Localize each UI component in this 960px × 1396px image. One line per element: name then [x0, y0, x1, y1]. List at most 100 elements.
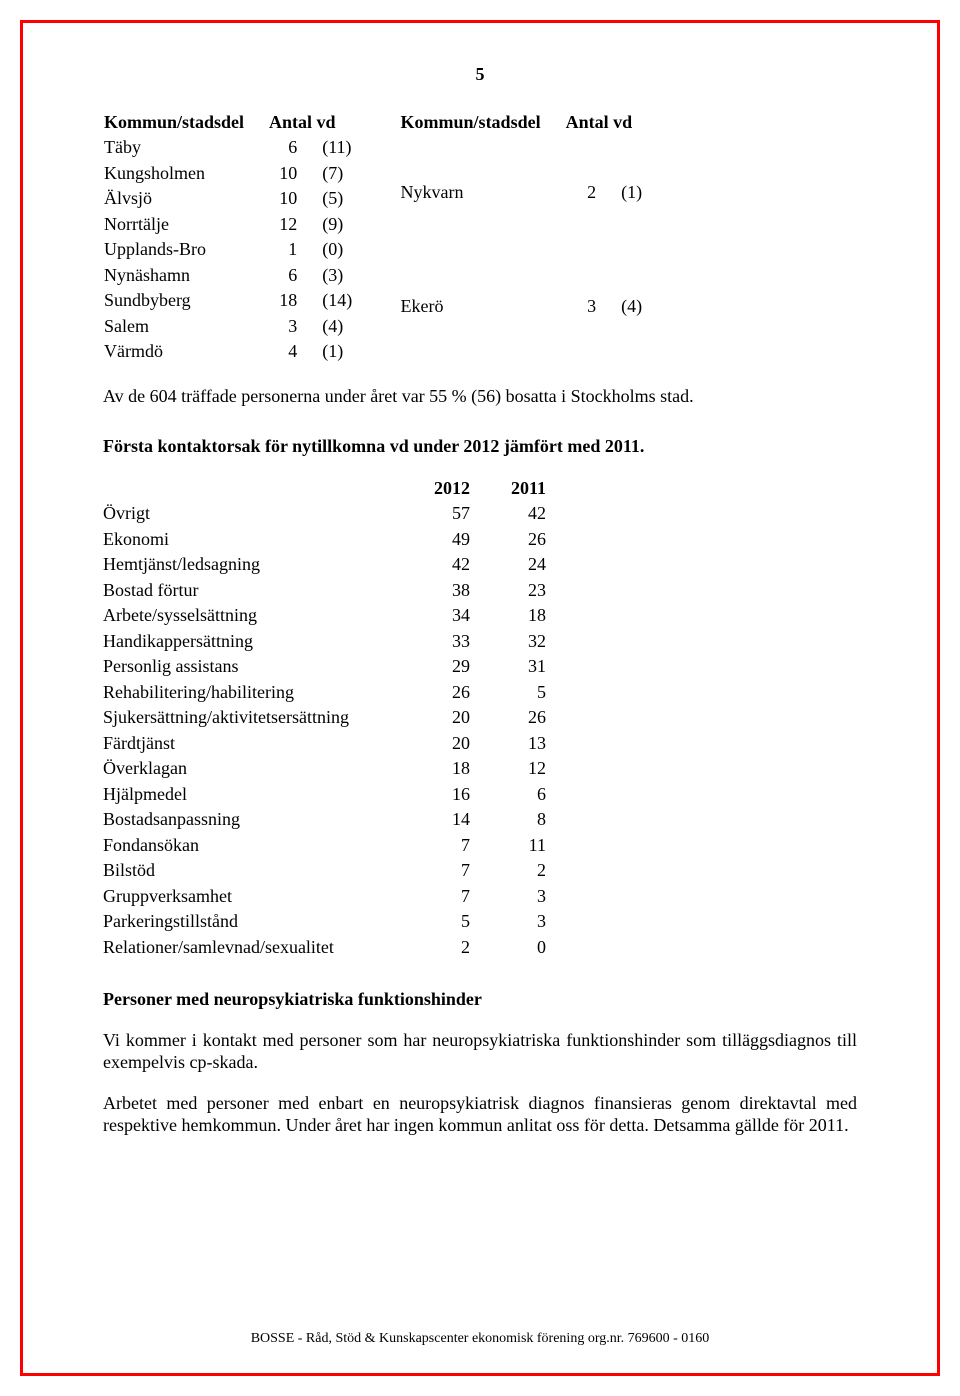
kommun-right-header-num: Antal vd: [565, 110, 657, 136]
stats-2012: 34: [394, 603, 471, 629]
kommun-count: 10: [268, 161, 321, 187]
stats-2012: 42: [394, 552, 471, 578]
kommun-paren: (1): [321, 339, 359, 365]
table-row: Sjukersättning/aktivitetsersättning2026: [103, 705, 547, 731]
kommun-left-header-name: Kommun/stadsdel: [103, 110, 268, 136]
stats-2011: 0: [471, 935, 547, 961]
kommun-paren: (9): [321, 212, 359, 238]
table-row: Färdtjänst2013: [103, 731, 547, 757]
stats-label: Gruppverksamhet: [103, 884, 394, 910]
table-row: Salem3(4): [103, 314, 360, 340]
stats-header-2011: 2011: [471, 476, 547, 502]
page-number: 5: [103, 63, 857, 86]
footer: BOSSE - Råd, Stöd & Kunskapscenter ekono…: [23, 1330, 937, 1348]
stats-2012: 57: [394, 501, 471, 527]
table-row: Täby6(11): [103, 135, 360, 161]
table-row: Ekonomi4926: [103, 527, 547, 553]
stats-label: Handikappersättning: [103, 629, 394, 655]
kommun-name: Upplands-Bro: [103, 237, 268, 263]
stats-2012: 26: [394, 680, 471, 706]
page: 5 Kommun/stadsdel Antal vd Täby6(11)Kung…: [0, 0, 960, 1396]
table-row: Hjälpmedel166: [103, 782, 547, 808]
kommun-paren: (0): [321, 237, 359, 263]
table-row: Ekerö3(4): [400, 250, 657, 365]
table-row: Värmdö4(1): [103, 339, 360, 365]
table-row: Arbete/sysselsättning3418: [103, 603, 547, 629]
kommun-right-header-name: Kommun/stadsdel: [400, 110, 565, 136]
stats-label: Parkeringstillstånd: [103, 909, 394, 935]
stats-label: Arbete/sysselsättning: [103, 603, 394, 629]
stats-2012: 7: [394, 833, 471, 859]
kommun-count: 3: [565, 250, 621, 365]
stats-2012: 16: [394, 782, 471, 808]
stats-2011: 13: [471, 731, 547, 757]
kommun-count: 18: [268, 288, 321, 314]
kommun-left-header-num: Antal vd: [268, 110, 360, 136]
stats-label: Fondansökan: [103, 833, 394, 859]
stats-header-2012: 2012: [394, 476, 471, 502]
table-row: Hemtjänst/ledsagning4224: [103, 552, 547, 578]
stats-2011: 2: [471, 858, 547, 884]
table-row: Personlig assistans2931: [103, 654, 547, 680]
kommun-name: Norrtälje: [103, 212, 268, 238]
stats-2011: 5: [471, 680, 547, 706]
table-row: Bilstöd72: [103, 858, 547, 884]
kommun-table-left: Kommun/stadsdel Antal vd Täby6(11)Kungsh…: [103, 110, 360, 365]
kommun-name: Täby: [103, 135, 268, 161]
kommun-paren: (5): [321, 186, 359, 212]
stats-2012: 49: [394, 527, 471, 553]
kommun-name: Nynäshamn: [103, 263, 268, 289]
table-row: Övrigt5742: [103, 501, 547, 527]
stats-2011: 42: [471, 501, 547, 527]
stats-2012: 33: [394, 629, 471, 655]
kommun-paren: (7): [321, 161, 359, 187]
kommun-name: Kungsholmen: [103, 161, 268, 187]
stats-label: Bilstöd: [103, 858, 394, 884]
stats-2012: 20: [394, 705, 471, 731]
stats-label: Bostadsanpassning: [103, 807, 394, 833]
table-row: Nynäshamn6(3): [103, 263, 360, 289]
kommun-paren: (4): [620, 250, 656, 365]
stats-label: Hjälpmedel: [103, 782, 394, 808]
kommun-paren: (14): [321, 288, 359, 314]
stats-label: Överklagan: [103, 756, 394, 782]
kommun-tables: Kommun/stadsdel Antal vd Täby6(11)Kungsh…: [103, 110, 857, 365]
table-row: Upplands-Bro1(0): [103, 237, 360, 263]
table-row: Fondansökan711: [103, 833, 547, 859]
stats-header-blank: [103, 476, 394, 502]
stats-table: 2012 2011 Övrigt5742Ekonomi4926Hemtjänst…: [103, 476, 547, 961]
kommun-paren: (11): [321, 135, 359, 161]
stats-label: Sjukersättning/aktivitetsersättning: [103, 705, 394, 731]
stats-2012: 18: [394, 756, 471, 782]
kommun-name: Nykvarn: [400, 135, 565, 250]
kommun-paren: (3): [321, 263, 359, 289]
stats-2011: 26: [471, 705, 547, 731]
table-row: Överklagan1812: [103, 756, 547, 782]
stats-2012: 29: [394, 654, 471, 680]
stats-label: Bostad förtur: [103, 578, 394, 604]
table-row: Bostadsanpassning148: [103, 807, 547, 833]
stats-2011: 11: [471, 833, 547, 859]
stats-2012: 14: [394, 807, 471, 833]
stats-2012: 7: [394, 884, 471, 910]
stats-2012: 5: [394, 909, 471, 935]
heading-neuro: Personer med neuropsykiatriska funktions…: [103, 988, 857, 1011]
stats-2011: 6: [471, 782, 547, 808]
stats-2011: 32: [471, 629, 547, 655]
table-row: Gruppverksamhet73: [103, 884, 547, 910]
stats-2011: 3: [471, 884, 547, 910]
stats-2011: 31: [471, 654, 547, 680]
kommun-name: Älvsjö: [103, 186, 268, 212]
para-neuro-2: Arbetet med personer med enbart en neuro…: [103, 1092, 857, 1137]
kommun-paren: (1): [620, 135, 656, 250]
kommun-name: Salem: [103, 314, 268, 340]
stats-label: Övrigt: [103, 501, 394, 527]
kommun-count: 6: [268, 263, 321, 289]
stats-2011: 26: [471, 527, 547, 553]
para-population: Av de 604 träffade personerna under året…: [103, 385, 857, 408]
table-row: Relationer/samlevnad/sexualitet20: [103, 935, 547, 961]
stats-2012: 2: [394, 935, 471, 961]
kommun-name: Ekerö: [400, 250, 565, 365]
kommun-table-right: Kommun/stadsdel Antal vd Nykvarn2(1)Eker…: [400, 110, 657, 365]
table-row: Nykvarn2(1): [400, 135, 657, 250]
